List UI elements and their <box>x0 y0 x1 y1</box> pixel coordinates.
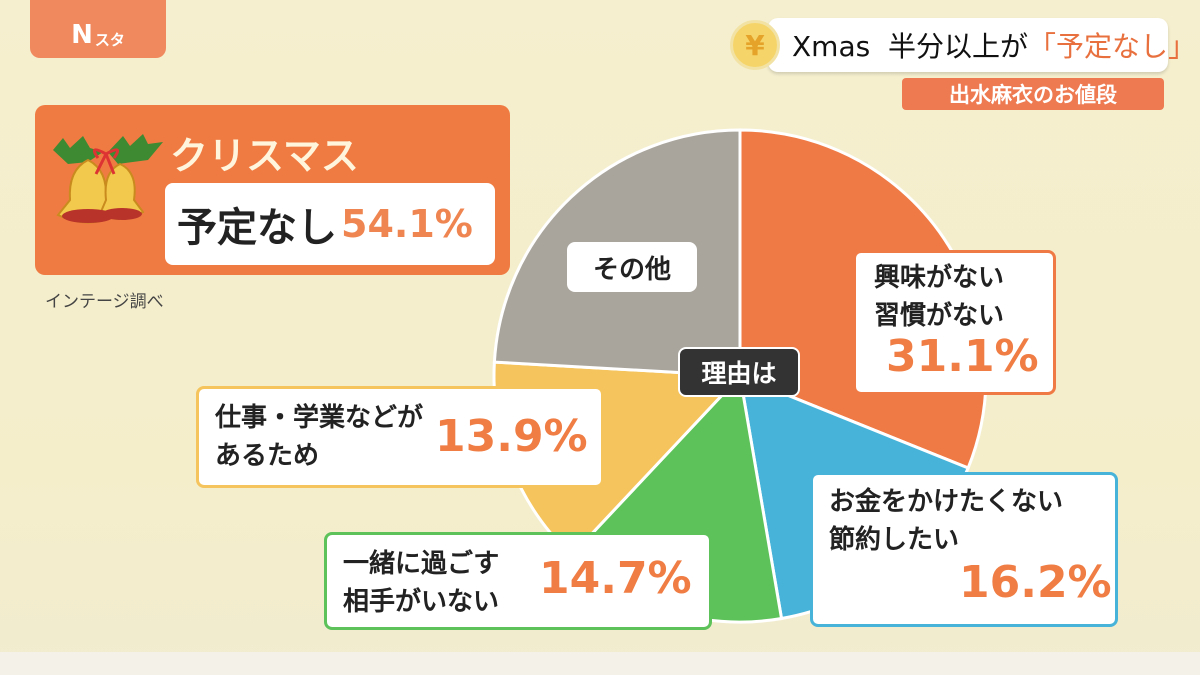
christmas-bells-icon <box>53 134 163 224</box>
slice-value: 13.9% <box>435 411 588 462</box>
label-line: 仕事・学業などが <box>215 403 424 433</box>
label-line: 興味がない <box>874 263 1005 293</box>
label-line: 一緒に過ごす <box>343 549 500 579</box>
label-line: 相手がいない <box>343 587 500 617</box>
summary-title: クリスマス <box>170 134 359 178</box>
slice-label-save-money: お金をかけたくない 節約したい 16.2% <box>810 472 1118 627</box>
slice-label-no-interest: 興味がない 習慣がない 31.1% <box>853 250 1056 395</box>
slice-value: 16.2% <box>959 557 1112 608</box>
slice-label-work: 仕事・学業などが あるため 13.9% <box>196 386 604 488</box>
program-logo: N スタ <box>30 0 166 58</box>
slice-label-no-partner: 一緒に過ごす 相手がいない 14.7% <box>324 532 712 630</box>
label-line: お金をかけたくない <box>829 487 1064 517</box>
pie-center-label: 理由は <box>678 347 800 397</box>
logo-sub: スタ <box>94 31 125 49</box>
logo-main: N <box>71 20 93 50</box>
headline-highlight: 「予定なし」 <box>1028 30 1197 63</box>
slice-value: 14.7% <box>539 553 692 604</box>
label-line: 習慣がない <box>874 301 1005 331</box>
segment-title: 出水麻衣のお値段 <box>902 78 1164 110</box>
label-line: あるため <box>215 441 320 471</box>
summary-value-box: 予定なし 54.1% <box>165 183 495 265</box>
slice-label-other: その他 <box>567 242 697 292</box>
summary-label: 予定なし <box>177 205 337 251</box>
source-note: インテージ調べ <box>45 292 164 312</box>
headline: Xmas 半分以上が 「予定なし」 <box>768 18 1196 72</box>
summary-value: 54.1% <box>341 202 473 246</box>
headline-text: Xmas 半分以上が <box>792 30 1029 63</box>
slice-value: 31.1% <box>886 331 1039 382</box>
yen-coin-icon: ¥ <box>730 20 780 70</box>
label-line: 節約したい <box>829 525 960 555</box>
bottom-strip <box>0 652 1200 675</box>
